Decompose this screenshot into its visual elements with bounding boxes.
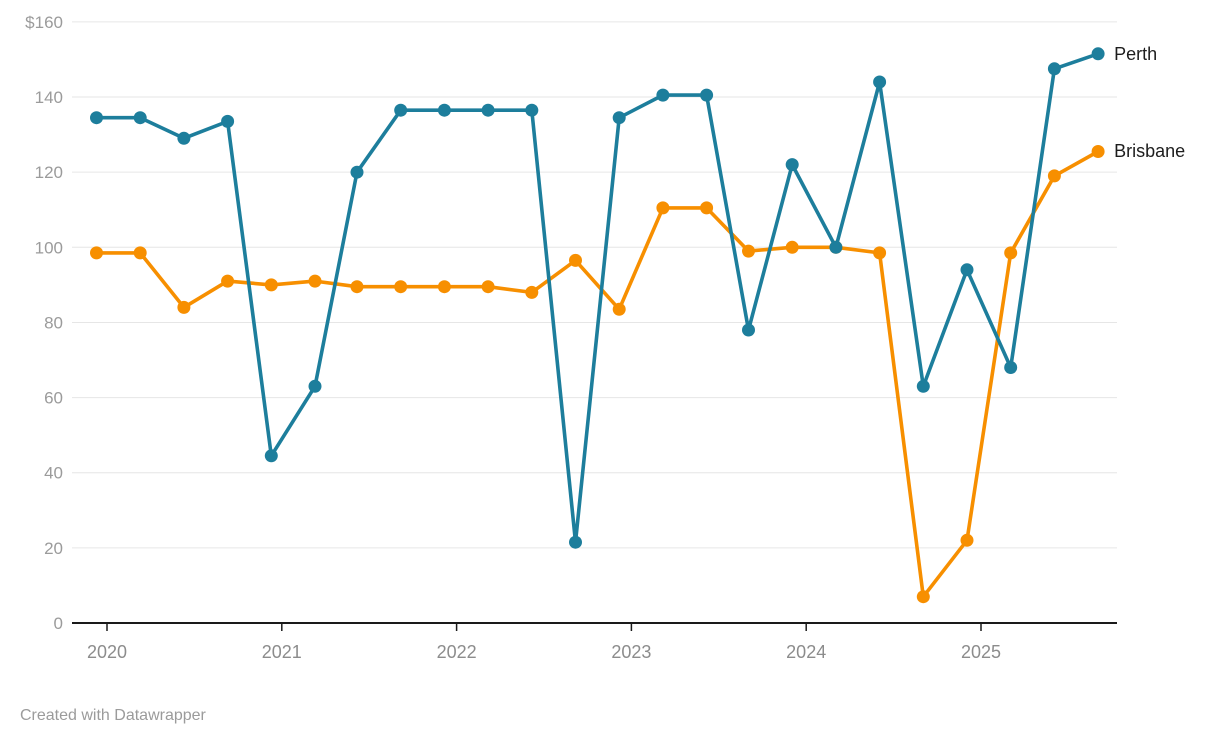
perth-data-point: [133, 111, 147, 125]
perth-data-point: [350, 165, 364, 179]
perth-data-point: [916, 379, 930, 393]
perth-data-point: [700, 88, 714, 102]
x-axis-tick-label: 2022: [437, 642, 477, 662]
y-axis-tick-label: 60: [44, 389, 63, 408]
x-axis-tick-label: 2021: [262, 642, 302, 662]
perth-data-point: [829, 240, 843, 254]
brisbane-data-point: [177, 300, 191, 314]
x-axis-tick-label: 2025: [961, 642, 1001, 662]
brisbane-line: [94, 149, 1100, 599]
legend-label-brisbane: Brisbane: [1114, 141, 1186, 162]
perth-data-point: [960, 263, 974, 277]
brisbane-data-point: [308, 274, 322, 288]
perth-data-point: [394, 103, 408, 117]
perth-data-point: [1091, 47, 1105, 61]
brisbane-data-point: [656, 201, 670, 215]
brisbane-data-point: [90, 246, 103, 260]
brisbane-data-point: [525, 285, 539, 299]
perth-data-point: [221, 114, 235, 128]
perth-data-point: [569, 535, 582, 549]
perth-data-point: [742, 323, 755, 337]
brisbane-data-point: [133, 246, 147, 260]
brisbane-data-point: [221, 274, 235, 288]
y-axis-tick-label: 120: [35, 163, 63, 182]
brisbane-data-point: [264, 278, 278, 292]
perth-data-point: [437, 103, 451, 117]
brisbane-data-point: [481, 280, 495, 294]
perth-data-point: [525, 103, 539, 117]
perth-data-point: [656, 88, 670, 102]
y-axis-tick-label: 140: [35, 88, 63, 107]
brisbane-data-point: [1004, 246, 1018, 260]
brisbane-data-point: [700, 201, 714, 215]
brisbane-data-point: [960, 533, 974, 547]
brisbane-data-point: [1091, 145, 1105, 158]
legend-label-perth: Perth: [1114, 43, 1158, 64]
brisbane-data-point: [785, 240, 799, 254]
brisbane-data-point: [350, 280, 364, 294]
brisbane-data-point: [437, 280, 451, 294]
y-axis-tick-label: 40: [44, 464, 63, 483]
datawrapper-credit: Created with Datawrapper: [20, 707, 206, 724]
y-axis-tick-label: $160: [25, 13, 63, 32]
perth-data-point: [612, 111, 626, 125]
x-axis-tick-label: 2024: [786, 642, 826, 662]
y-axis-tick-label: 100: [35, 238, 63, 257]
y-axis-tick-label: 0: [54, 614, 63, 633]
perth-line: [94, 51, 1100, 545]
brisbane-data-point: [569, 253, 582, 267]
perth-data-point: [90, 111, 103, 125]
brisbane-data-point: [394, 280, 408, 294]
brisbane-data-point: [916, 590, 930, 604]
perth-data-point: [481, 103, 495, 117]
x-axis-tick-label: 2023: [611, 642, 651, 662]
perth-data-point: [308, 379, 322, 393]
perth-data-point: [264, 449, 278, 463]
brisbane-data-point: [873, 246, 887, 260]
perth-data-point: [785, 158, 799, 172]
line-chart: $160 140 120 100 80 60 40 20 0 2020 2021 2022 2023 20…: [25, 13, 1117, 662]
y-axis-tick-label: 20: [44, 539, 63, 558]
perth-data-point: [1004, 361, 1018, 374]
brisbane-data-point: [1047, 169, 1061, 183]
perth-data-point: [177, 131, 191, 145]
brisbane-data-point: [612, 302, 626, 316]
perth-data-point: [873, 75, 887, 89]
perth-data-point: [1047, 62, 1061, 76]
x-axis-tick-label: 2020: [87, 642, 127, 662]
brisbane-data-point: [742, 244, 755, 258]
y-axis-tick-label: 80: [44, 313, 63, 332]
